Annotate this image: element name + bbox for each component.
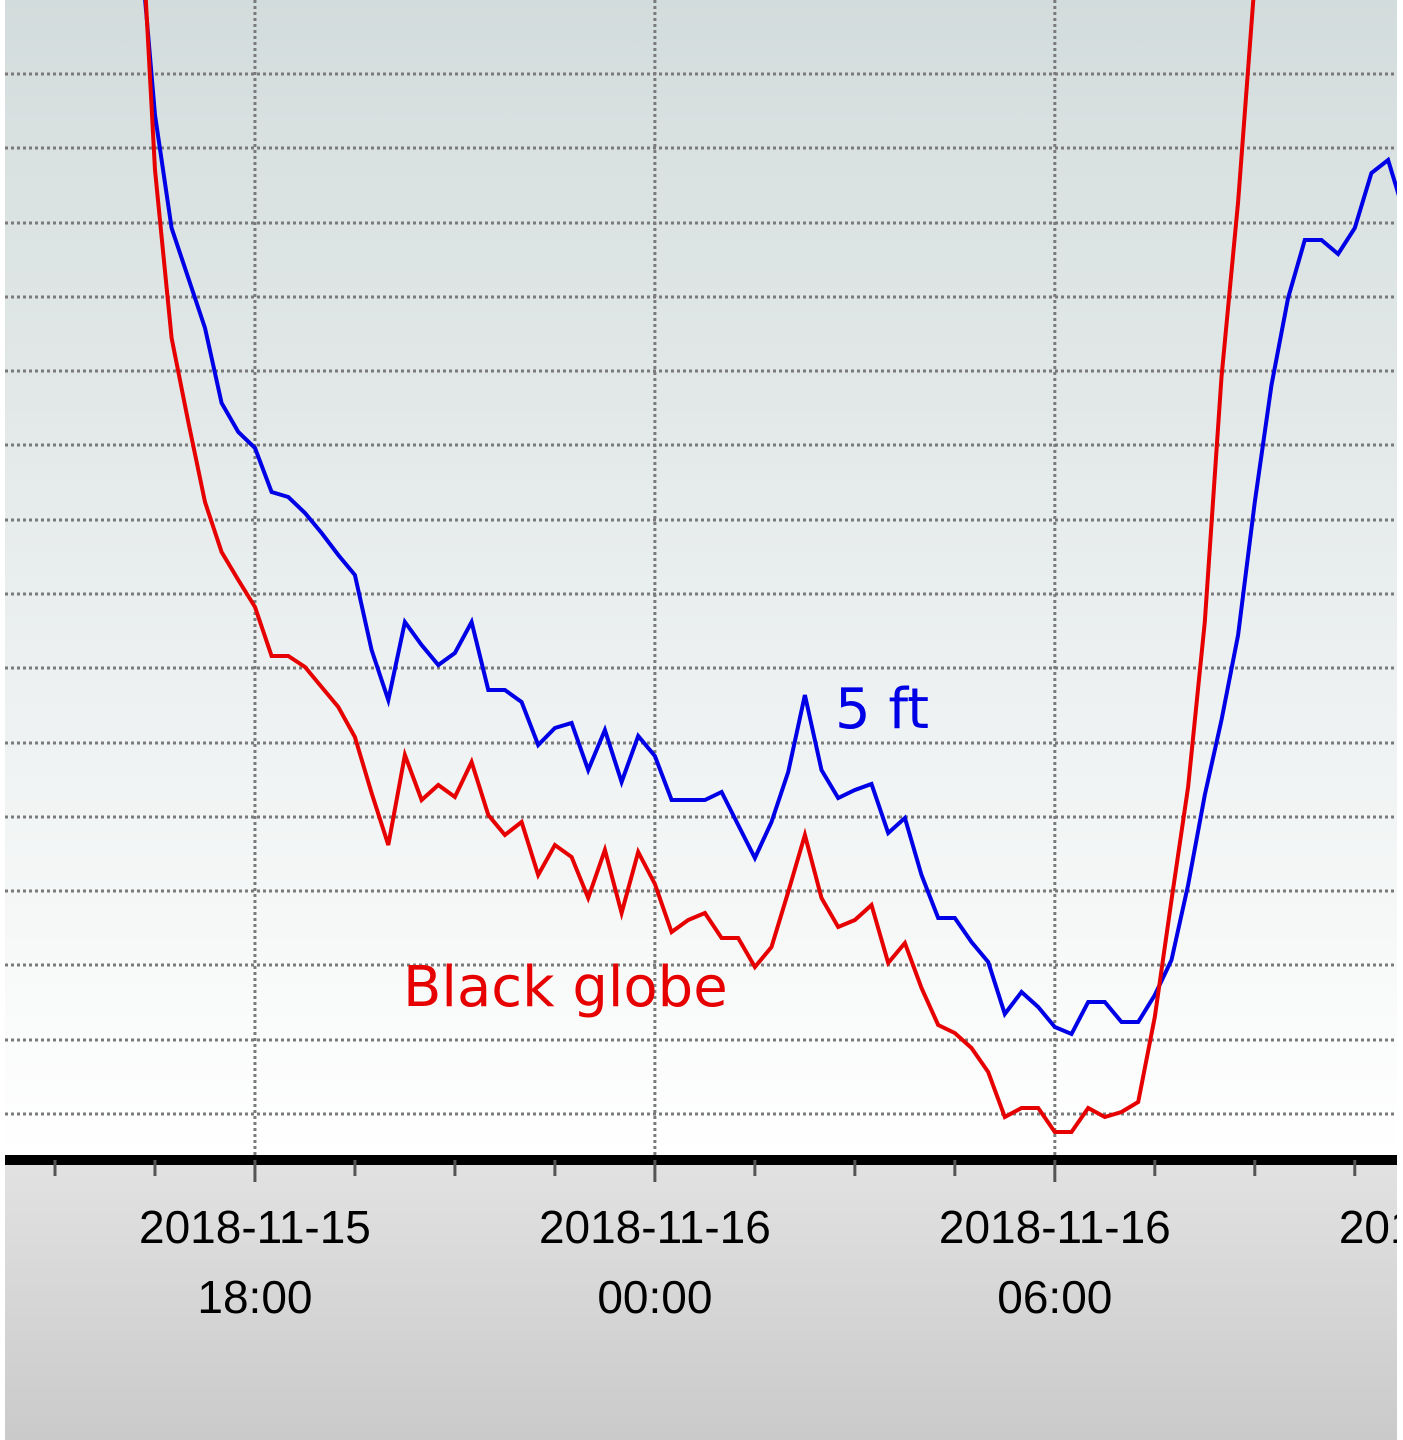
x-tick-label: 2018-11-16 <box>1339 1201 1403 1253</box>
x-tick-label: 2018-11-16 <box>939 1201 1171 1253</box>
x-tick-label: 06:00 <box>997 1271 1112 1323</box>
axis-background <box>5 1160 1397 1440</box>
x-tick-label: 2018-11-15 <box>139 1201 371 1253</box>
series-line <box>143 0 1256 1134</box>
series-annotation: Black globe <box>403 955 728 1020</box>
x-tick-label: 2018-11-16 <box>539 1201 771 1253</box>
x-tick-label: 12:00 <box>1397 1271 1403 1323</box>
series-annotation: 5 ft <box>835 677 929 742</box>
x-tick-label: 00:00 <box>597 1271 712 1323</box>
series-line <box>143 0 1397 1037</box>
x-tick-label: 18:00 <box>197 1271 312 1323</box>
